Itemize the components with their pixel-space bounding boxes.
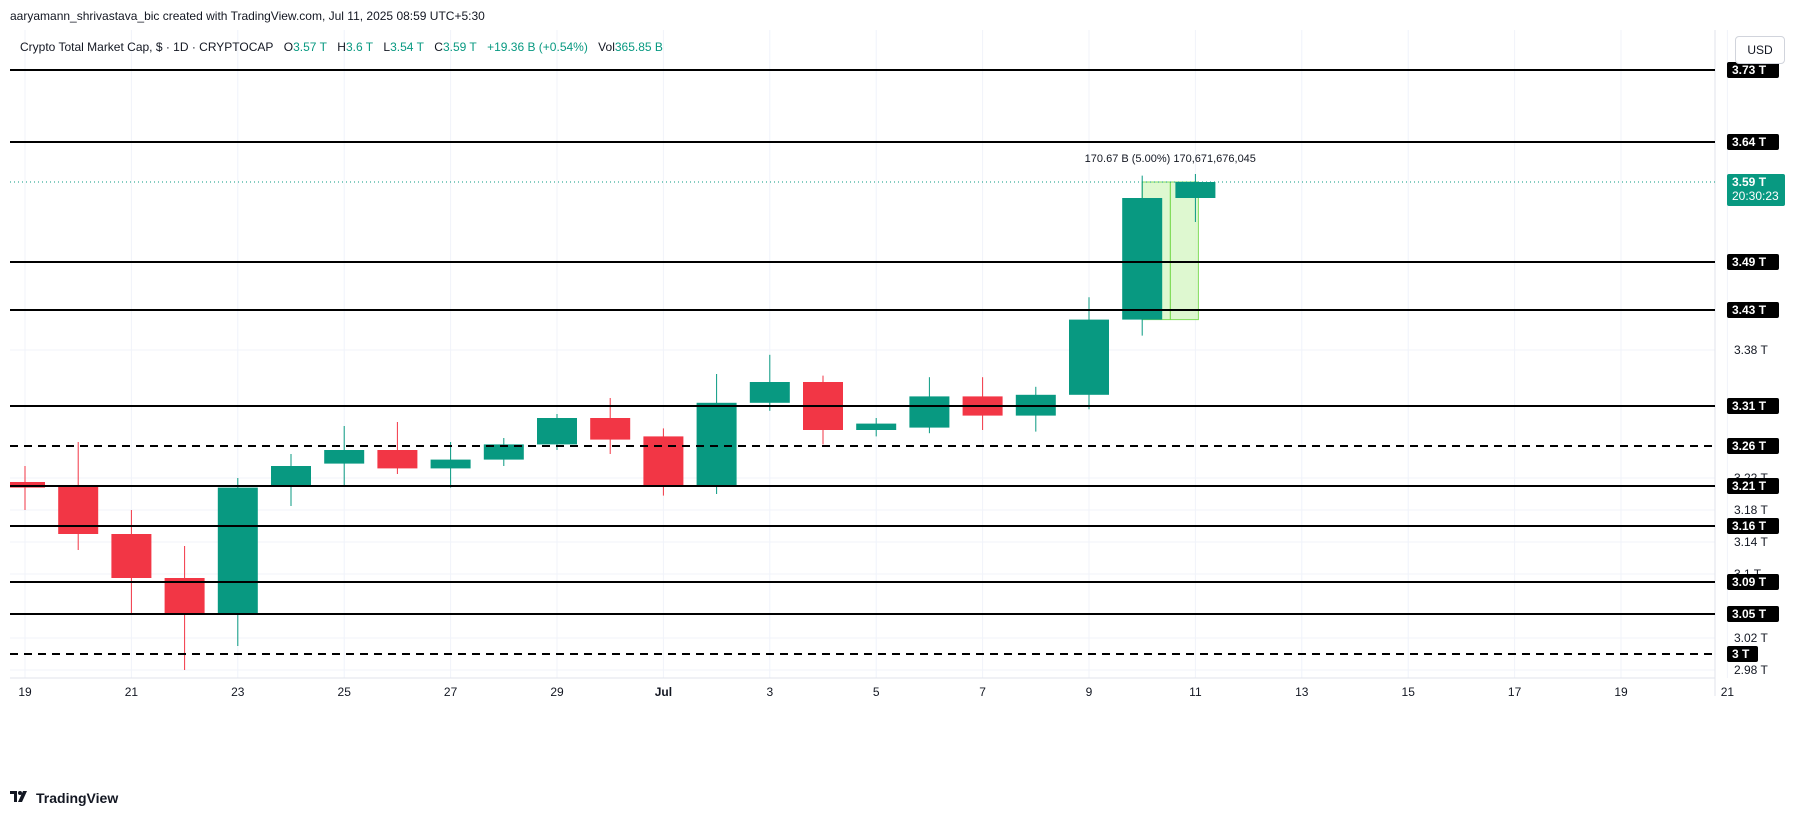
open-value: 3.57 T: [293, 40, 327, 54]
candle-body: [1069, 319, 1109, 395]
candle-body: [271, 466, 311, 486]
level-label: 3 T: [1732, 647, 1750, 661]
level-label: 3.16 T: [1732, 519, 1767, 533]
x-tick-label: 21: [125, 685, 139, 699]
candlestick-chart[interactable]: 3.38 T3.22 T3.18 T3.14 T3.1 T3.02 T2.98 …: [10, 30, 1804, 775]
y-tick-label: 3.02 T: [1734, 631, 1768, 645]
x-tick-label: 15: [1402, 685, 1416, 699]
candle-body: [1122, 198, 1163, 320]
level-badge: [1727, 62, 1779, 78]
candle-body: [430, 459, 471, 469]
level-badge: [1727, 398, 1779, 414]
candle-body: [590, 418, 631, 440]
level-badge: [1727, 574, 1779, 590]
tradingview-logo-icon: [10, 789, 32, 806]
x-tick-label: 17: [1508, 685, 1522, 699]
candle-body: [909, 396, 950, 428]
candle-body: [483, 444, 524, 460]
low-value: 3.54 T: [390, 40, 424, 54]
chart-credit: aaryamann_shrivastava_bic created with T…: [10, 9, 485, 23]
candle-body: [164, 578, 205, 614]
x-tick-label: 23: [231, 685, 245, 699]
candle-body: [111, 534, 152, 578]
level-label: 3.49 T: [1732, 255, 1767, 269]
x-tick-label: 11: [1189, 685, 1202, 699]
candle-body: [10, 482, 45, 488]
level-label: 3.21 T: [1732, 479, 1767, 493]
candle-body: [217, 487, 258, 614]
low-label: L: [383, 40, 391, 54]
x-tick-label: 7: [979, 685, 986, 699]
last-price-label: 3.59 T: [1732, 175, 1767, 189]
y-tick-label: 3.14 T: [1734, 535, 1768, 549]
level-label: 3.31 T: [1732, 399, 1767, 413]
change-value: +19.36 B (+0.54%): [487, 40, 588, 54]
x-tick-label: 3: [766, 685, 773, 699]
candle-body: [1175, 182, 1216, 198]
candle-body: [643, 436, 684, 486]
level-badge: [1727, 478, 1779, 494]
volume-label: Vol: [598, 40, 615, 54]
countdown-label: 20:30:23: [1732, 189, 1779, 203]
y-tick-label: 3.38 T: [1734, 343, 1768, 357]
brand-name: TradingView: [36, 789, 119, 806]
tradingview-logo[interactable]: TradingView: [10, 789, 118, 806]
level-badge: [1727, 302, 1779, 318]
x-tick-label: 19: [18, 685, 32, 699]
x-tick-label: Jul: [655, 685, 672, 699]
candle-body: [324, 450, 365, 464]
x-tick-label: 29: [550, 685, 564, 699]
x-tick-label: 19: [1614, 685, 1628, 699]
level-label: 3.26 T: [1732, 439, 1767, 453]
level-badge: [1727, 134, 1779, 150]
level-label: 3.05 T: [1732, 607, 1767, 621]
symbol-title: Crypto Total Market Cap, $ · 1D · CRYPTO…: [20, 40, 274, 54]
open-label: O: [283, 40, 294, 54]
close-label: C: [434, 40, 443, 54]
x-tick-label: 5: [873, 685, 880, 699]
x-tick-label: 9: [1086, 685, 1093, 699]
candle-body: [749, 382, 790, 403]
currency-button[interactable]: USD: [1735, 36, 1785, 64]
level-label: 3.09 T: [1732, 575, 1767, 589]
measure-label: 170.67 B (5.00%) 170,671,676,045: [1085, 153, 1256, 165]
candle-body: [377, 450, 418, 469]
x-tick-label: 27: [444, 685, 458, 699]
chart-area[interactable]: 3.38 T3.22 T3.18 T3.14 T3.1 T3.02 T2.98 …: [10, 30, 1804, 775]
volume-value: 365.85 B: [614, 40, 663, 54]
x-tick-label: 25: [338, 685, 352, 699]
x-tick-label: 13: [1295, 685, 1309, 699]
high-value: 3.6 T: [345, 40, 374, 54]
candle-body: [696, 402, 737, 486]
level-label: 3.73 T: [1732, 63, 1767, 77]
level-badge: [1727, 606, 1779, 622]
level-badge: [1727, 438, 1779, 454]
level-badge: [1727, 254, 1779, 270]
x-tick-label: 21: [1721, 685, 1735, 699]
level-label: 3.43 T: [1732, 303, 1767, 317]
symbol-legend: Crypto Total Market Cap, $ · 1D · CRYPTO…: [20, 40, 663, 54]
y-tick-label: 2.98 T: [1734, 663, 1768, 677]
last-price-badge: [1727, 174, 1785, 206]
y-tick-label: 3.18 T: [1734, 503, 1768, 517]
close-value: 3.59 T: [442, 40, 477, 54]
candle-body: [856, 423, 897, 430]
candle-body: [537, 418, 577, 445]
high-label: H: [337, 40, 346, 54]
level-badge: [1727, 646, 1758, 662]
level-label: 3.64 T: [1732, 135, 1767, 149]
level-badge: [1727, 518, 1779, 534]
